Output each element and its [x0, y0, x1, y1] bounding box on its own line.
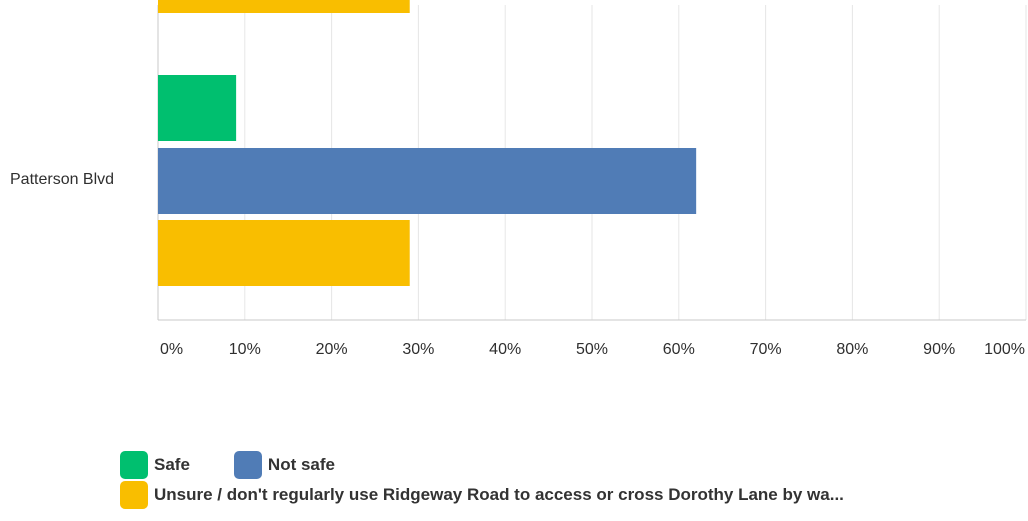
bar-patterson-safe [158, 75, 237, 141]
x-tick-label-40pct: 40% [489, 341, 521, 358]
legend-swatch-unsure-icon [120, 481, 148, 509]
legend-item-unsure: Unsure / don't regularly use Ridgeway Ro… [120, 481, 844, 509]
bar-patterson-not [158, 148, 697, 214]
legend-item-safe: Safe [120, 451, 190, 479]
legend-label-safe: Safe [154, 455, 190, 474]
legend-item-not-safe: Not safe [233, 451, 335, 479]
category-label-patterson-blvd: Patterson Blvd [10, 171, 115, 188]
legend-swatch-not-safe-icon [233, 451, 262, 479]
x-tick-label-80pct: 80% [836, 341, 868, 358]
chart-legend: Safe Not safe Unsure / don't regularly u… [120, 450, 1025, 510]
x-tick-label-30pct: 30% [402, 341, 434, 358]
x-tick-label-90pct: 90% [923, 341, 955, 358]
x-tick-label-70pct: 70% [750, 341, 782, 358]
legend-row-2: Unsure / don't regularly use Ridgeway Ro… [120, 480, 1025, 510]
x-tick-label-10pct: 10% [229, 341, 261, 358]
legend-label-unsure: Unsure / don't regularly use Ridgeway Ro… [154, 485, 844, 504]
x-tick-label-60pct: 60% [663, 341, 695, 358]
x-tick-label-50pct: 50% [576, 341, 608, 358]
x-tick-label-20pct: 20% [316, 341, 348, 358]
legend-label-not-safe: Not safe [267, 455, 335, 474]
bar-previous-category-partial [158, 0, 410, 13]
bar-patterson-unsure [158, 220, 410, 286]
x-tick-label-0pct: 0% [160, 341, 183, 358]
x-tick-label-100pct: 100% [984, 341, 1025, 358]
legend-row-1: Safe Not safe [120, 450, 1025, 480]
legend-swatch-safe-icon [120, 451, 148, 479]
